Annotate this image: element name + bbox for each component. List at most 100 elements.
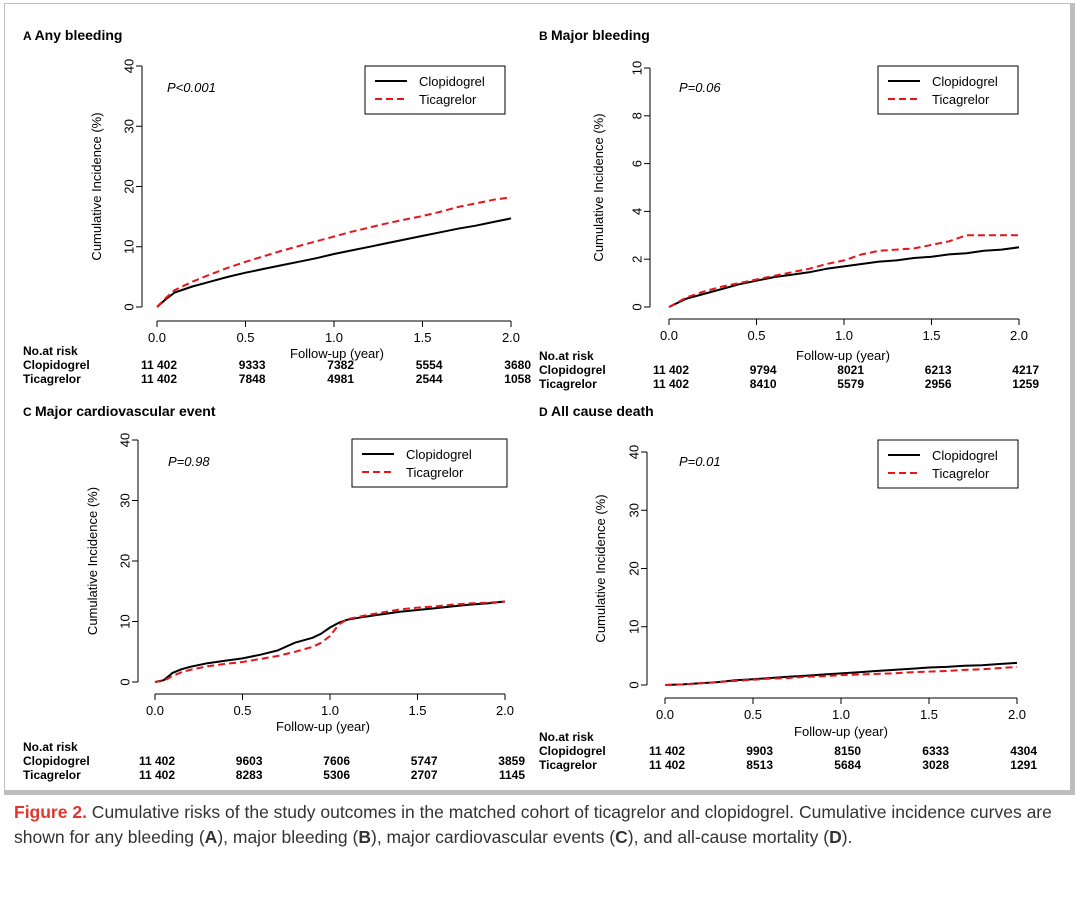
risk-table-row: Clopidogrel 11 402 9794 8021 6213 4217 xyxy=(539,363,1059,377)
x-tick-label: 1.0 xyxy=(325,330,343,345)
x-axis-label: Follow-up (year) xyxy=(794,724,888,739)
risk-table-cell: 7606 xyxy=(323,754,350,768)
y-axis-label: Cumulative Incidence (%) xyxy=(593,494,608,642)
risk-table-c: No.at risk Clopidogrel 11 402 9603 7606 5747 3… xyxy=(23,740,543,786)
series-line-clopidogrel xyxy=(664,661,1018,686)
caption-text-1: Cumulative risks of the study outcomes i… xyxy=(14,802,1052,847)
risk-table-cell: 6213 xyxy=(924,363,952,377)
risk-table-cell: 8513 xyxy=(746,758,773,772)
risk-table-cell: 5306 xyxy=(323,768,350,782)
y-tick-label: 2 xyxy=(629,256,644,263)
legend-box xyxy=(877,439,1019,489)
legend-label-clopidogrel: Clopidogrel xyxy=(419,74,485,89)
series-line-ticagrelor xyxy=(154,600,506,683)
risk-table-row-label: Clopidogrel xyxy=(539,363,606,377)
caption-ref-a: A xyxy=(204,827,218,847)
legend-label-clopidogrel: Clopidogrel xyxy=(406,447,472,462)
p-value: P=0.98 xyxy=(168,454,210,469)
risk-table-cell: 9903 xyxy=(746,744,773,758)
risk-table-cell: 1259 xyxy=(1012,377,1039,391)
y-tick-label: 10 xyxy=(121,240,136,254)
risk-table-row: Ticagrelor 11 402 7848 4981 2544 1058 xyxy=(23,372,543,386)
risk-table-cell: 9794 xyxy=(749,363,777,377)
caption-text-5: ). xyxy=(841,827,853,847)
y-tick-label: 40 xyxy=(626,445,641,459)
series-line-clopidogrel xyxy=(156,217,512,308)
series-line-clopidogrel xyxy=(668,246,1020,308)
risk-table-row: Clopidogrel 11 402 9903 8150 6333 4304 xyxy=(539,744,1059,758)
panel-letter: A xyxy=(23,29,35,43)
y-tick-label: 20 xyxy=(626,561,641,575)
y-tick-label: 40 xyxy=(117,433,132,447)
risk-table-cell: 2956 xyxy=(924,377,952,391)
legend: Clopidogrel Ticagrelor xyxy=(877,439,1019,489)
x-axis-label: Follow-up (year) xyxy=(276,719,370,734)
risk-table-heading: No.at risk xyxy=(539,730,594,744)
y-tick-label: 0 xyxy=(626,681,641,688)
x-tick-label: 1.5 xyxy=(413,330,431,345)
risk-table-cell: 7382 xyxy=(327,358,354,372)
risk-table-cell: 4217 xyxy=(1012,363,1039,377)
y-tick-label: 0 xyxy=(629,303,644,310)
panel-c: C Major cardiovascular event 0 10 20 30 40 Cum… xyxy=(23,403,514,734)
risk-table-cell: 8283 xyxy=(235,768,263,782)
x-tick-label: 1.0 xyxy=(832,707,850,722)
caption-text-4: ), and all-cause mortality ( xyxy=(627,827,830,847)
legend-box xyxy=(364,65,506,115)
risk-table-cell: 1291 xyxy=(1010,758,1037,772)
panel-d: D All cause death 0 10 20 30 40 Cumulative Inc… xyxy=(539,403,1026,739)
risk-table-cell: 9603 xyxy=(235,754,263,768)
x-tick-label: 1.5 xyxy=(920,707,938,722)
x-tick-label: 0.5 xyxy=(744,707,762,722)
risk-table-row: Ticagrelor 11 402 8410 5579 2956 1259 xyxy=(539,377,1059,391)
risk-table-cell: 5747 xyxy=(410,754,438,768)
x-tick-label: 2.0 xyxy=(496,703,514,718)
risk-table-row: Ticagrelor 11 402 8283 5306 2707 1145 xyxy=(23,768,543,782)
risk-table-row-label: Clopidogrel xyxy=(23,358,90,372)
p-value: P=0.06 xyxy=(679,80,721,95)
risk-table-cell: 11 402 xyxy=(648,758,685,772)
legend-label-clopidogrel: Clopidogrel xyxy=(932,448,998,463)
risk-table-b: No.at risk Clopidogrel 11 402 9794 8021 6213 4… xyxy=(539,349,1059,395)
risk-table-row: Ticagrelor 11 402 8513 5684 3028 1291 xyxy=(539,758,1059,772)
risk-table-cell: 6333 xyxy=(922,744,949,758)
risk-table-heading: No.at risk xyxy=(539,349,594,363)
x-axis-label: Follow-up (year) xyxy=(796,348,890,363)
risk-table-cell: 1145 xyxy=(498,768,525,782)
legend: Clopidogrel Ticagrelor xyxy=(364,65,506,115)
legend-label-ticagrelor: Ticagrelor xyxy=(932,466,990,481)
risk-table-cell: 11 402 xyxy=(140,372,177,386)
legend: Clopidogrel Ticagrelor xyxy=(351,438,508,488)
risk-table-cell: 11 402 xyxy=(648,744,685,758)
x-tick-label: 1.0 xyxy=(835,328,853,343)
y-tick-label: 20 xyxy=(117,554,132,568)
series-line-ticagrelor xyxy=(668,234,1019,308)
series-line-ticagrelor xyxy=(664,665,1018,686)
y-tick-label: 6 xyxy=(629,160,644,167)
y-tick-label: 40 xyxy=(121,59,136,73)
panel-title: D All cause death xyxy=(539,403,654,419)
y-tick-label: 0 xyxy=(121,303,136,310)
risk-table-cell: 8150 xyxy=(834,744,861,758)
risk-table-cell: 11 402 xyxy=(652,377,689,391)
x-tick-label: 2.0 xyxy=(502,330,520,345)
figure-label: Figure 2. xyxy=(14,802,87,822)
x-tick-label: 1.5 xyxy=(922,328,940,343)
risk-table-row: Clopidogrel 11 402 9333 7382 5554 3680 xyxy=(23,358,543,372)
x-tick-label: 0.0 xyxy=(656,707,674,722)
y-axis-label: Cumulative Incidence (%) xyxy=(89,112,104,260)
legend-label-ticagrelor: Ticagrelor xyxy=(419,92,477,107)
figure-caption: Figure 2. Cumulative risks of the study … xyxy=(14,800,1064,850)
risk-table-row-label: Ticagrelor xyxy=(23,768,81,782)
risk-table-cell: 2544 xyxy=(415,372,443,386)
series-line-clopidogrel xyxy=(154,600,506,683)
panel-title-text: Major bleeding xyxy=(551,27,650,43)
risk-table-row-label: Ticagrelor xyxy=(539,758,597,772)
panel-title-text: Any bleeding xyxy=(35,27,123,43)
risk-table-cell: 3859 xyxy=(498,754,525,768)
y-tick-label: 20 xyxy=(121,179,136,193)
risk-table-cell: 5579 xyxy=(837,377,864,391)
risk-table-row-label: Clopidogrel xyxy=(23,754,90,768)
panel-a: A Any bleeding 0 10 20 30 40 Cumulative Incide… xyxy=(23,27,520,361)
